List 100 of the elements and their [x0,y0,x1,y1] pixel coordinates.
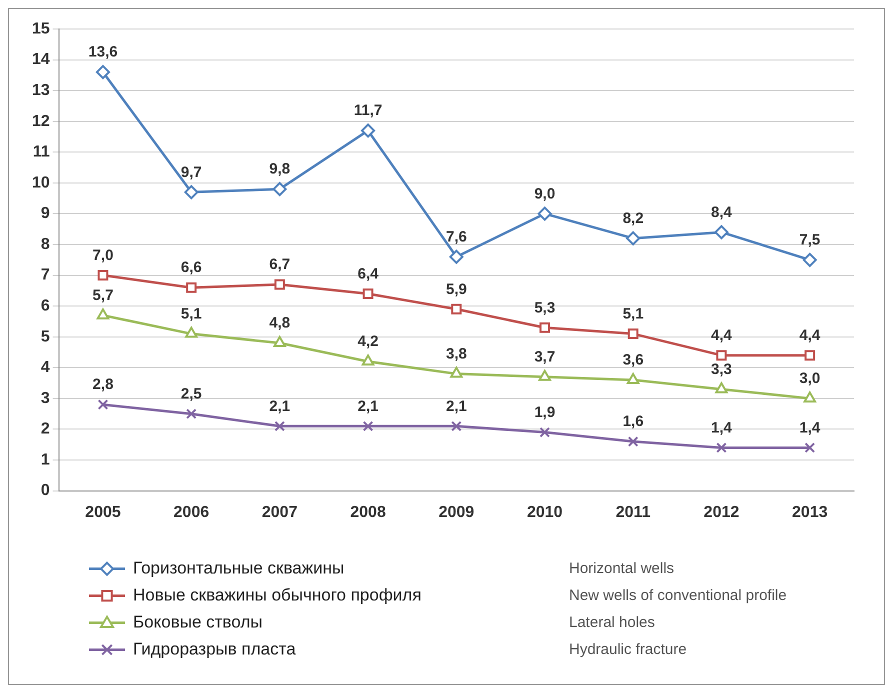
data-label: 8,4 [711,204,733,221]
x-tick-label: 2010 [526,504,563,521]
y-tick-label: 12 [32,112,50,130]
point [538,206,552,221]
text: New wells of conventional profile [569,586,787,604]
point [450,366,463,378]
data-label: 6,6 [180,259,202,276]
data-label: 11,7 [354,102,382,120]
x-tick-label: 2006 [174,504,210,521]
data-label: 4,4 [799,326,821,344]
x-tick-label: 2012 [704,504,740,521]
point [540,322,550,333]
point [362,288,374,300]
point [451,304,462,314]
data-label: 1,4 [711,419,733,436]
x-tick-label: 2007 [262,504,298,521]
data-label: 5,1 [180,305,202,322]
y-tick-label: 5 [40,328,50,346]
point [272,182,287,196]
data-label: 3,0 [799,370,820,388]
y-tick-label: 13 [32,82,50,99]
y-tick-label: 14 [32,51,50,68]
x-tick-label: 2009 [438,504,474,521]
point [802,252,817,267]
legend-label: Горизонтальные скважины [133,558,344,578]
data-label: 5,3 [534,299,556,316]
point [451,420,462,432]
point [804,442,816,453]
data-label: 4,2 [358,333,378,350]
point [362,420,374,432]
point [716,350,727,361]
text: Horizontal wells [569,560,674,577]
x-tick-label: 2013 [792,504,828,521]
legend-label: Новые скважины обычного профиля [133,585,422,604]
point [273,336,286,348]
y-tick-label: 8 [40,236,50,253]
data-label: 5,9 [446,280,467,298]
point [715,382,728,394]
point [804,350,816,361]
data-label: 2,1 [446,398,467,415]
data-label: 1,6 [622,413,644,430]
y-tick-label: 0 [40,482,50,500]
data-label: 13,6 [88,44,118,61]
y-tick-label: 10 [32,174,50,192]
point [185,326,198,338]
data-label: 7,5 [799,232,820,249]
data-label: 8,2 [622,210,644,227]
point [626,231,640,246]
point [449,250,464,264]
y-tick-label: 15 [32,20,50,38]
point [184,185,198,200]
data-label: 9,0 [534,185,556,202]
y-tick-label: 7 [40,266,50,284]
point [274,279,285,290]
y-tick-label: 4 [40,359,50,376]
point [538,370,551,381]
data-label: 2,5 [180,385,202,402]
point [98,399,108,410]
y-tick-label: 11 [32,144,50,161]
legend-label: Боковые стволы [133,612,262,632]
text: Lateral holes [569,614,655,631]
data-label: 7,6 [446,228,467,246]
data-label: 2,1 [358,398,378,415]
point [98,270,108,281]
data-label: 6,7 [269,256,290,274]
point [626,372,640,384]
y-tick-label: 3 [40,390,50,407]
x-tick-label: 2005 [85,504,121,521]
data-label: 3,6 [622,352,644,369]
point [540,427,550,438]
y-tick-label: 1 [40,451,50,468]
point [628,436,638,447]
data-label: 1,9 [534,404,556,421]
point [186,282,197,293]
y-tick-label: 2 [40,420,50,438]
data-label: 9,8 [269,160,290,178]
data-label: 2,8 [92,376,114,394]
data-label: 5,7 [92,286,114,304]
data-label: 3,7 [534,348,556,366]
text: Hydraulic fracture [569,640,687,658]
point [96,65,110,80]
data-label: 9,7 [180,164,202,181]
data-label: 7,0 [92,246,114,264]
point [628,328,638,340]
data-label: 3,8 [446,345,467,362]
point [804,391,816,402]
point [96,308,110,320]
point [186,408,197,420]
data-label: 5,1 [622,305,644,322]
data-label: 1,4 [799,419,821,436]
data-label: 4,8 [269,314,290,332]
data-label: 6,4 [358,265,380,282]
point [274,420,285,432]
data-label: 2,1 [269,398,290,415]
point [361,124,376,138]
y-tick-label: 6 [40,297,50,314]
legend-label: Гидроразрыв пласта [133,639,296,658]
y-tick-label: 9 [40,205,50,222]
point [714,225,728,240]
point [362,354,374,366]
